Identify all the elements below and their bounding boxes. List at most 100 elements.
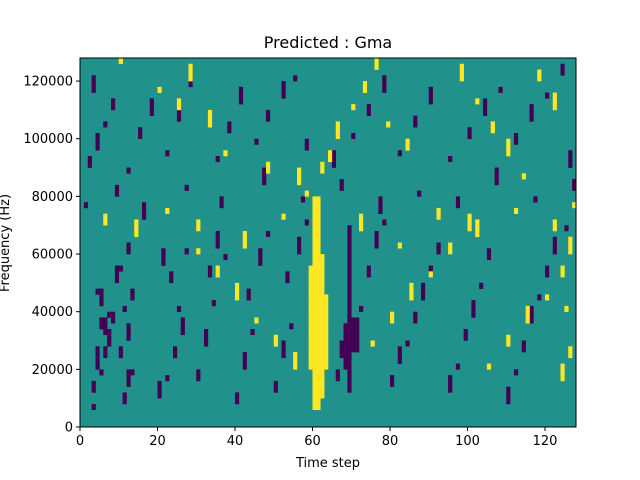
heatmap-cell-high: [308, 323, 313, 330]
heatmap-cell-low: [529, 311, 534, 318]
heatmap-cell-low: [281, 340, 286, 347]
heatmap-cell-high: [312, 265, 317, 272]
heatmap-cell-low: [339, 352, 344, 359]
heatmap-cell-high: [312, 380, 317, 387]
heatmap-cell-low: [250, 328, 255, 336]
heatmap-cell-high: [312, 196, 317, 203]
heatmap-cell-low: [184, 184, 189, 191]
heatmap-cell-high: [335, 132, 340, 140]
heatmap-cell-high: [320, 282, 325, 289]
heatmap-cell-high: [316, 242, 321, 249]
heatmap-cell-high: [316, 254, 321, 261]
heatmap-cell-low: [455, 363, 461, 370]
heatmap-cell-high: [316, 248, 321, 255]
heatmap-cell-low: [355, 323, 360, 330]
heatmap-cell-low: [258, 254, 263, 261]
heatmap-cell-low: [413, 121, 418, 128]
heatmap-cell-low: [448, 386, 453, 393]
heatmap-cell-high: [560, 363, 565, 370]
heatmap-cell-low: [211, 300, 216, 307]
heatmap-cell-high: [316, 207, 321, 214]
heatmap-cell-low: [107, 311, 112, 318]
heatmap-cell-high: [312, 242, 317, 249]
heatmap-cell-low: [343, 357, 348, 364]
heatmap-cell-low: [176, 109, 182, 116]
heatmap-cell-low: [572, 184, 577, 191]
heatmap-cell-high: [436, 207, 441, 214]
heatmap-cell-low: [266, 230, 271, 238]
heatmap-cell-low: [107, 340, 112, 347]
heatmap-cell-low: [378, 196, 383, 203]
heatmap-cell-low: [254, 138, 259, 145]
heatmap-cell-high: [308, 363, 313, 370]
heatmap-cell-low: [95, 352, 100, 359]
heatmap-cell-low: [149, 109, 154, 116]
heatmap-cell-low: [285, 271, 290, 278]
heatmap-cell-low: [169, 271, 174, 278]
heatmap-cell-high: [316, 294, 321, 301]
heatmap-cell-low: [304, 144, 309, 151]
heatmap-cell-high: [308, 357, 313, 364]
heatmap-cell-high: [308, 305, 313, 312]
heatmap-cell-high: [514, 207, 519, 214]
heatmap-cell-low: [347, 271, 352, 278]
heatmap-cell-low: [347, 254, 352, 261]
heatmap-cell-low: [343, 340, 348, 347]
heatmap-cell-low: [506, 392, 511, 399]
heatmap-cell-low: [397, 346, 402, 353]
heatmap-cell-high: [316, 219, 321, 226]
heatmap-cell-high: [320, 305, 325, 312]
heatmap-cell-low: [521, 340, 526, 347]
heatmap-cell-low: [366, 265, 371, 272]
heatmap-cell-low: [331, 161, 337, 168]
heatmap-cell-high: [312, 386, 317, 393]
heatmap-cell-low: [397, 352, 402, 359]
heatmap-cell-low: [215, 156, 220, 163]
heatmap-cell-low: [347, 259, 352, 266]
heatmap-cell-low: [339, 184, 344, 191]
x-tick-label: 20: [149, 434, 166, 449]
heatmap-cell-high: [490, 127, 495, 134]
heatmap-cell-low: [126, 375, 131, 382]
heatmap-cell-low: [223, 254, 228, 261]
heatmap-cell-low: [335, 375, 340, 382]
heatmap-cell-high: [308, 282, 313, 289]
heatmap-cell-low: [297, 242, 302, 249]
heatmap-cell-low: [351, 328, 356, 336]
plot-frame: [79, 57, 577, 428]
heatmap-cell-high: [320, 375, 325, 382]
heatmap-cell-high: [312, 277, 317, 284]
heatmap-cell-low: [331, 156, 337, 163]
heatmap-cell-low: [382, 75, 387, 82]
heatmap-cell-high: [320, 161, 325, 168]
heatmap-cell-low: [347, 265, 352, 272]
heatmap-cell-low: [238, 86, 244, 93]
heatmap-cell-low: [262, 179, 267, 186]
heatmap-cell-low: [545, 265, 550, 272]
heatmap-cell-high: [316, 259, 321, 266]
heatmap-cell-high: [316, 311, 321, 318]
heatmap-cell-low: [421, 282, 426, 289]
heatmap-cell-low: [448, 375, 453, 382]
heatmap-cell-high: [308, 277, 313, 284]
heatmap-cell-low: [506, 386, 511, 393]
heatmap-cell-high: [552, 92, 557, 99]
heatmap-cell-low: [537, 294, 542, 301]
heatmap-cell-low: [91, 386, 96, 393]
heatmap-cell-low: [347, 288, 352, 295]
heatmap-cell-low: [161, 259, 166, 266]
heatmap-cell-high: [312, 207, 317, 214]
heatmap-cell-low: [242, 357, 247, 364]
heatmap-cell-low: [196, 369, 201, 376]
heatmap-cell-high: [316, 363, 321, 370]
heatmap-cell-low: [359, 305, 364, 312]
heatmap-cell-low: [347, 311, 352, 318]
heatmap-cell-low: [421, 288, 426, 295]
heatmap-cell-low: [471, 311, 476, 318]
heatmap-cell-high: [312, 403, 317, 411]
heatmap-cell-high: [490, 121, 495, 128]
heatmap-cell-high: [568, 346, 573, 353]
x-tick-label: 60: [304, 434, 321, 449]
heatmap-cell-low: [126, 167, 131, 174]
